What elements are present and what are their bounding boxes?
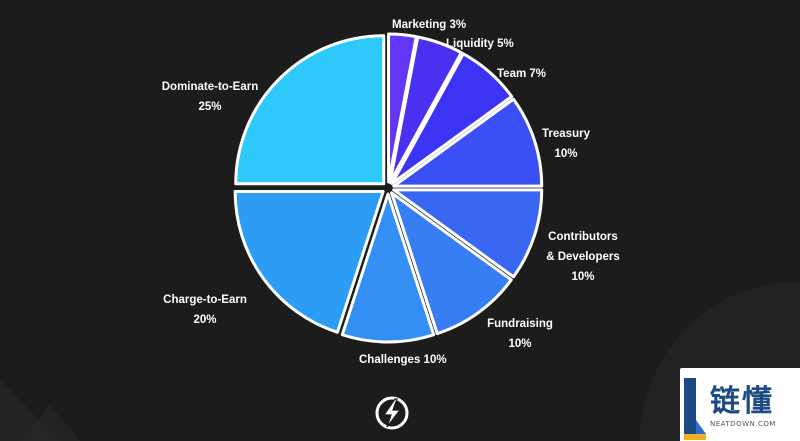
pie-slice-challenges [340, 192, 436, 344]
label-marketing: Marketing 3% [392, 19, 467, 31]
watermark-text-cn: 链懂 [710, 384, 774, 419]
pie-slice-marketing [387, 32, 418, 184]
watermark-text-en: NEATDOWN.COM [710, 420, 776, 428]
pie-slice-dominate-to-earn [234, 34, 386, 186]
label-charge-to-earn: Charge-to-Earn 20% [163, 294, 247, 326]
label-dominate-to-earn: Dominate-to-Earn 25% [161, 81, 259, 113]
label-treasury: Treasury 10% [542, 128, 590, 160]
label-challenges: Challenges 10% [359, 354, 447, 366]
label-liquidity: Liquidity 5% [446, 38, 514, 50]
pie-slice-charge-to-earn [233, 190, 385, 334]
watermark-badge: 链懂 NEATDOWN.COM [680, 368, 800, 441]
watermark-logo-icon [684, 378, 706, 440]
pie-slice-treasury [392, 97, 544, 188]
label-fundraising: Fundraising 10% [487, 318, 553, 350]
label-team: Team 7% [497, 68, 547, 80]
lightning-bolt-icon [375, 396, 409, 430]
pie-slice-fundraising [390, 191, 513, 336]
pie-slice-contributors-developers [392, 188, 544, 279]
label-contributors-developers: Contributors & Developers 10% [546, 231, 620, 283]
pie-slice-liquidity [388, 35, 463, 184]
pie-slice-team [390, 52, 514, 185]
